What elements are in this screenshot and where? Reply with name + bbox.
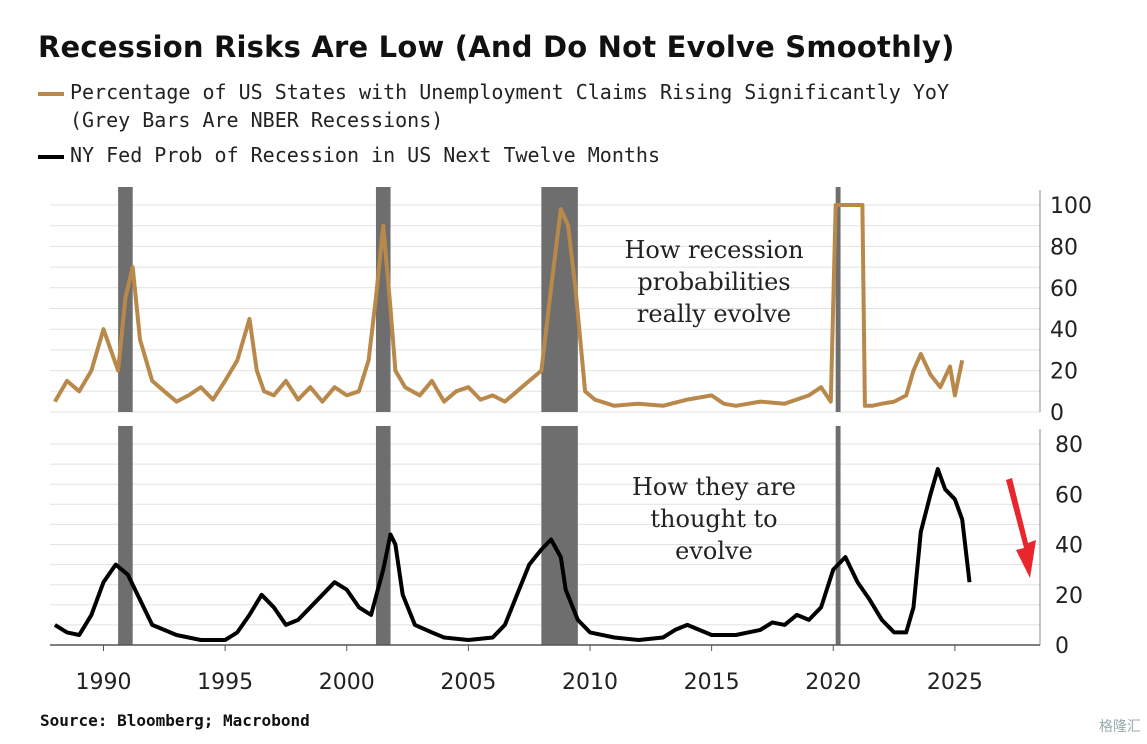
y-tick-label: 0: [1055, 634, 1069, 659]
y-tick-label: 40: [1050, 318, 1078, 343]
series-line-1: [53, 203, 965, 408]
legend-swatch-series2: [38, 154, 64, 159]
chart-title: Recession Risks Are Low (And Do Not Evol…: [38, 30, 955, 64]
legend-item-series2: NY Fed Prob of Recession in US Next Twel…: [38, 143, 660, 167]
annotation-line: How recession: [624, 236, 803, 264]
y-tick-label: 20: [1050, 360, 1078, 385]
x-tick-label: 1990: [76, 670, 132, 695]
annotation-line: probabilities: [637, 268, 790, 296]
down-arrow-icon: [1006, 478, 1036, 578]
x-tick-label: 2025: [927, 670, 983, 695]
annotation-line: thought to: [650, 505, 777, 533]
series-line-2: [53, 467, 972, 642]
y-tick-label: 100: [1050, 194, 1092, 219]
y-tick-label: 80: [1050, 235, 1078, 260]
y-tick-label: 80: [1055, 433, 1083, 458]
legend-label-series2: NY Fed Prob of Recession in US Next Twel…: [70, 143, 661, 167]
watermark: 格隆汇: [1099, 719, 1141, 735]
y-tick-label: 40: [1055, 534, 1083, 559]
annotation-line: evolve: [675, 537, 753, 565]
x-tick-label: 1995: [197, 670, 253, 695]
legend-note: (Grey Bars Are NBER Recessions): [70, 108, 444, 132]
recession-bar-0: [118, 426, 133, 645]
y-tick-label: 0: [1050, 401, 1064, 426]
x-tick-label: 2010: [562, 670, 618, 695]
y-tick-label: 20: [1055, 584, 1083, 609]
annotation-line: How they are: [632, 473, 796, 501]
source-note: Source: Bloomberg; Macrobond: [40, 711, 310, 730]
annotation-line: really evolve: [637, 300, 791, 328]
x-tick-label: 2000: [319, 670, 375, 695]
x-tick-label: 2015: [684, 670, 740, 695]
y-tick-label: 60: [1050, 277, 1078, 302]
recession-bar-3: [835, 426, 841, 645]
legend-item-series1: Percentage of US States with Unemploymen…: [38, 80, 949, 104]
legend-swatch-series1: [38, 91, 64, 96]
x-tick-label: 2020: [805, 670, 861, 695]
y-tick-label: 60: [1055, 483, 1083, 508]
recession-bar-3: [835, 187, 841, 412]
legend-label-series1: Percentage of US States with Unemploymen…: [70, 80, 949, 104]
x-tick-label: 2005: [440, 670, 496, 695]
recession-bar-2: [541, 426, 578, 645]
